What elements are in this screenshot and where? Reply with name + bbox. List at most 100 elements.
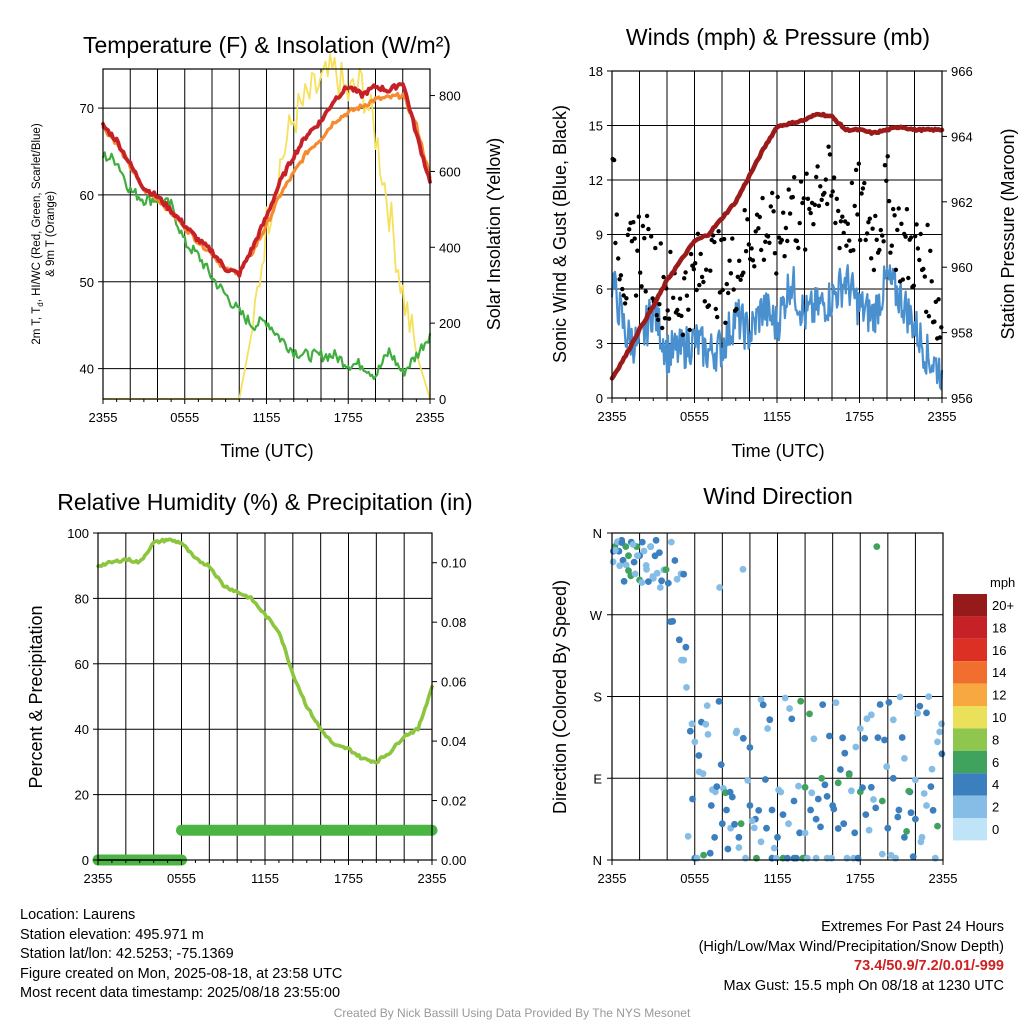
direction-point bbox=[830, 805, 838, 813]
legend-swatch bbox=[953, 616, 987, 639]
direction-point bbox=[878, 797, 886, 805]
xtick-label: 2355 bbox=[598, 409, 627, 424]
gust-point bbox=[891, 206, 896, 212]
xtick-label: 1155 bbox=[764, 871, 792, 886]
direction-point bbox=[706, 849, 714, 857]
direction-point bbox=[907, 809, 915, 817]
gust-point bbox=[845, 221, 850, 226]
direction-point bbox=[662, 566, 670, 573]
ytick-left-label: E bbox=[593, 771, 602, 786]
gust-point bbox=[701, 279, 706, 285]
direction-point bbox=[715, 698, 723, 705]
gust-point bbox=[913, 234, 918, 239]
gust-point bbox=[741, 270, 746, 275]
direction-point bbox=[801, 829, 809, 837]
gust-point bbox=[900, 277, 905, 282]
direction-point bbox=[629, 541, 637, 548]
direction-point bbox=[744, 777, 752, 784]
xtick-label: 2355 bbox=[89, 410, 118, 425]
direction-point bbox=[759, 701, 767, 709]
direction-point bbox=[746, 744, 754, 751]
ytick-right-label: 960 bbox=[951, 260, 973, 275]
direction-point bbox=[878, 850, 886, 858]
direction-point bbox=[717, 761, 725, 768]
direction-point bbox=[819, 701, 827, 708]
gust-point bbox=[823, 177, 828, 182]
gust-point bbox=[746, 242, 751, 247]
direction-panel: Wind Direction N E S W N 2355 0555 1155 1755 2355… bbox=[550, 483, 1015, 886]
temperature-ylabel-left-line1: 2m T, Td, HI/WC (Red, Green, Scarlet/Blu… bbox=[31, 123, 45, 344]
ytick-right-label: 800 bbox=[439, 89, 461, 104]
gust-point bbox=[657, 302, 662, 307]
gust-point bbox=[624, 296, 629, 301]
direction-point bbox=[750, 824, 758, 832]
direction-point bbox=[700, 851, 707, 859]
ytick-left-label: 100 bbox=[67, 526, 89, 541]
gust-point bbox=[671, 295, 676, 300]
xtick-label: 1755 bbox=[334, 410, 363, 425]
gust-point bbox=[759, 247, 764, 253]
direction-point bbox=[823, 793, 831, 800]
direction-point bbox=[895, 806, 903, 814]
extremes-title: Extremes For Past 24 Hours bbox=[821, 919, 1004, 935]
direction-point bbox=[625, 552, 632, 560]
gust-point bbox=[794, 238, 800, 244]
direction-point bbox=[821, 781, 829, 789]
xtick-label: 0555 bbox=[170, 410, 199, 425]
direction-point bbox=[909, 853, 917, 860]
direction-point bbox=[647, 543, 654, 551]
direction-point bbox=[938, 750, 946, 758]
extremes-values: 73.4/50.9/7.2/0.01/-999 bbox=[854, 958, 1004, 974]
direction-point bbox=[640, 547, 648, 555]
direction-point bbox=[702, 720, 710, 728]
gust-point bbox=[767, 240, 772, 245]
direction-point bbox=[923, 802, 930, 809]
ytick-right-label: 0.00 bbox=[441, 853, 466, 868]
ytick-right-label: 0.08 bbox=[441, 615, 466, 630]
direction-point bbox=[748, 817, 756, 825]
series-line-relative-humidity bbox=[96, 537, 434, 765]
direction-point bbox=[733, 727, 741, 735]
gust-point bbox=[933, 299, 938, 304]
direction-point bbox=[867, 711, 875, 719]
gust-point bbox=[785, 238, 790, 244]
gust-point bbox=[633, 293, 639, 298]
ytick-right-label: 600 bbox=[439, 164, 461, 179]
humidity-panel: Relative Humidity (%) & Precipitation (i… bbox=[26, 489, 473, 886]
gust-point bbox=[873, 213, 878, 219]
direction-point bbox=[686, 727, 694, 735]
gust-point bbox=[712, 239, 717, 245]
gust-point bbox=[620, 286, 625, 292]
legend-swatch bbox=[953, 594, 987, 617]
gust-point bbox=[906, 275, 911, 281]
gust-point bbox=[871, 267, 877, 273]
gust-point bbox=[856, 161, 861, 166]
gust-point bbox=[801, 196, 806, 201]
direction-point bbox=[867, 783, 875, 791]
gust-point bbox=[742, 208, 747, 213]
gust-point bbox=[781, 210, 786, 215]
direction-point bbox=[678, 656, 685, 664]
gust-point bbox=[745, 217, 750, 222]
direction-point bbox=[881, 736, 888, 744]
direction-point bbox=[839, 734, 846, 742]
gust-point bbox=[918, 231, 923, 237]
gust-point bbox=[922, 274, 927, 279]
direction-point bbox=[817, 823, 824, 831]
gust-point bbox=[668, 249, 673, 255]
gust-point bbox=[787, 211, 793, 216]
gust-point bbox=[853, 167, 859, 173]
direction-point bbox=[852, 743, 860, 751]
direction-point bbox=[704, 731, 712, 738]
gust-point bbox=[771, 209, 776, 214]
direction-point bbox=[739, 734, 747, 742]
gust-point bbox=[687, 327, 692, 333]
direction-point bbox=[834, 779, 842, 787]
direction-point bbox=[889, 774, 897, 782]
direction-point bbox=[884, 824, 892, 832]
direction-point bbox=[934, 738, 941, 746]
gust-point bbox=[636, 214, 641, 219]
direction-point bbox=[763, 824, 770, 832]
direction-point bbox=[718, 820, 726, 828]
gust-point bbox=[928, 248, 933, 253]
